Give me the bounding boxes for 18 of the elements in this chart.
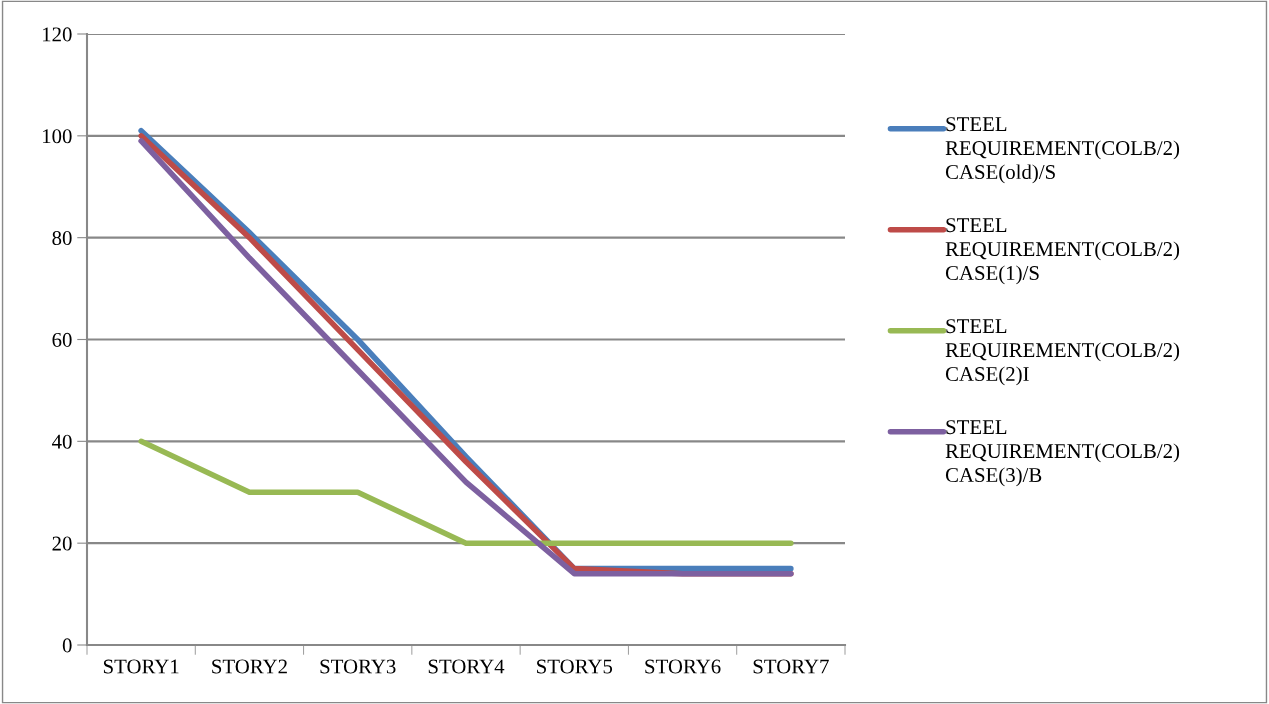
y-tick-label: 40 [51,434,72,449]
x-tick-label: STORY1 [103,659,179,674]
x-tick-label: STORY5 [537,659,613,674]
y-tick-label: 0 [62,638,72,653]
y-tick-label: 20 [52,536,72,551]
x-tick-label: STORY4 [428,659,505,674]
y-tick-label: 100 [43,129,72,144]
legend-label: STEEL REQUIREMENT(COLB/2) CASE(old)/S [945,117,1180,184]
x-tick-label: STORY6 [645,659,721,674]
y-tick-label: 80 [52,231,72,246]
y-tick-label: 60 [52,332,72,347]
x-tick-label: STORY2 [212,659,287,674]
legend-label: STEEL REQUIREMENT(COLB/2) CASE(1)/S [945,218,1180,285]
x-tick-label: STORY3 [320,659,396,674]
y-tick-label: 120 [43,27,72,42]
legend-label: STEEL REQUIREMENT(COLB/2) CASE(2)I [945,319,1180,386]
legend-label: STEEL REQUIREMENT(COLB/2) CASE(3)/B [945,420,1180,487]
x-tick-label: STORY7 [753,659,829,674]
